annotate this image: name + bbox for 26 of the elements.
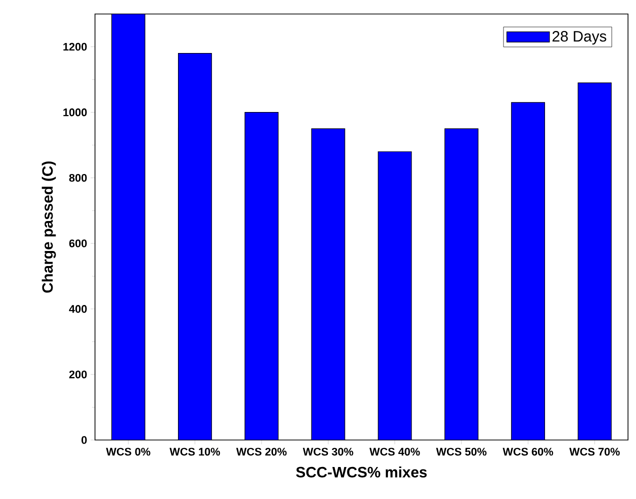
x-tick-label: WCS 60% [502, 448, 554, 456]
bar [444, 128, 478, 440]
legend-label: 28 Days [552, 30, 606, 45]
y-axis-title: Charge passed (C) [42, 162, 56, 293]
x-tick-label: WCS 30% [302, 448, 354, 456]
bar [578, 82, 612, 440]
bar [511, 102, 546, 440]
y-tick-label: 200 [69, 370, 87, 378]
y-tick-label: 0 [82, 436, 87, 444]
bar [311, 128, 346, 440]
bar [378, 151, 412, 440]
x-axis-title: SCC-WCS% mixes [296, 466, 427, 478]
x-tick-label: WCS 0% [106, 448, 150, 456]
y-tick-label: 1000 [63, 108, 87, 116]
bar [244, 112, 279, 440]
bar [111, 14, 146, 440]
x-tick-label: WCS 10% [170, 448, 220, 456]
y-tick-label: 400 [69, 305, 87, 313]
y-tick-label: 1200 [63, 42, 87, 51]
bar [178, 53, 212, 440]
x-tick-label: WCS 40% [369, 448, 420, 456]
x-tick-label: WCS 50% [436, 448, 487, 456]
x-tick-label: WCS 20% [236, 448, 287, 456]
x-tick-label: WCS 70% [569, 448, 620, 456]
y-tick-label: 800 [69, 174, 87, 182]
y-tick-label: 600 [69, 240, 87, 248]
